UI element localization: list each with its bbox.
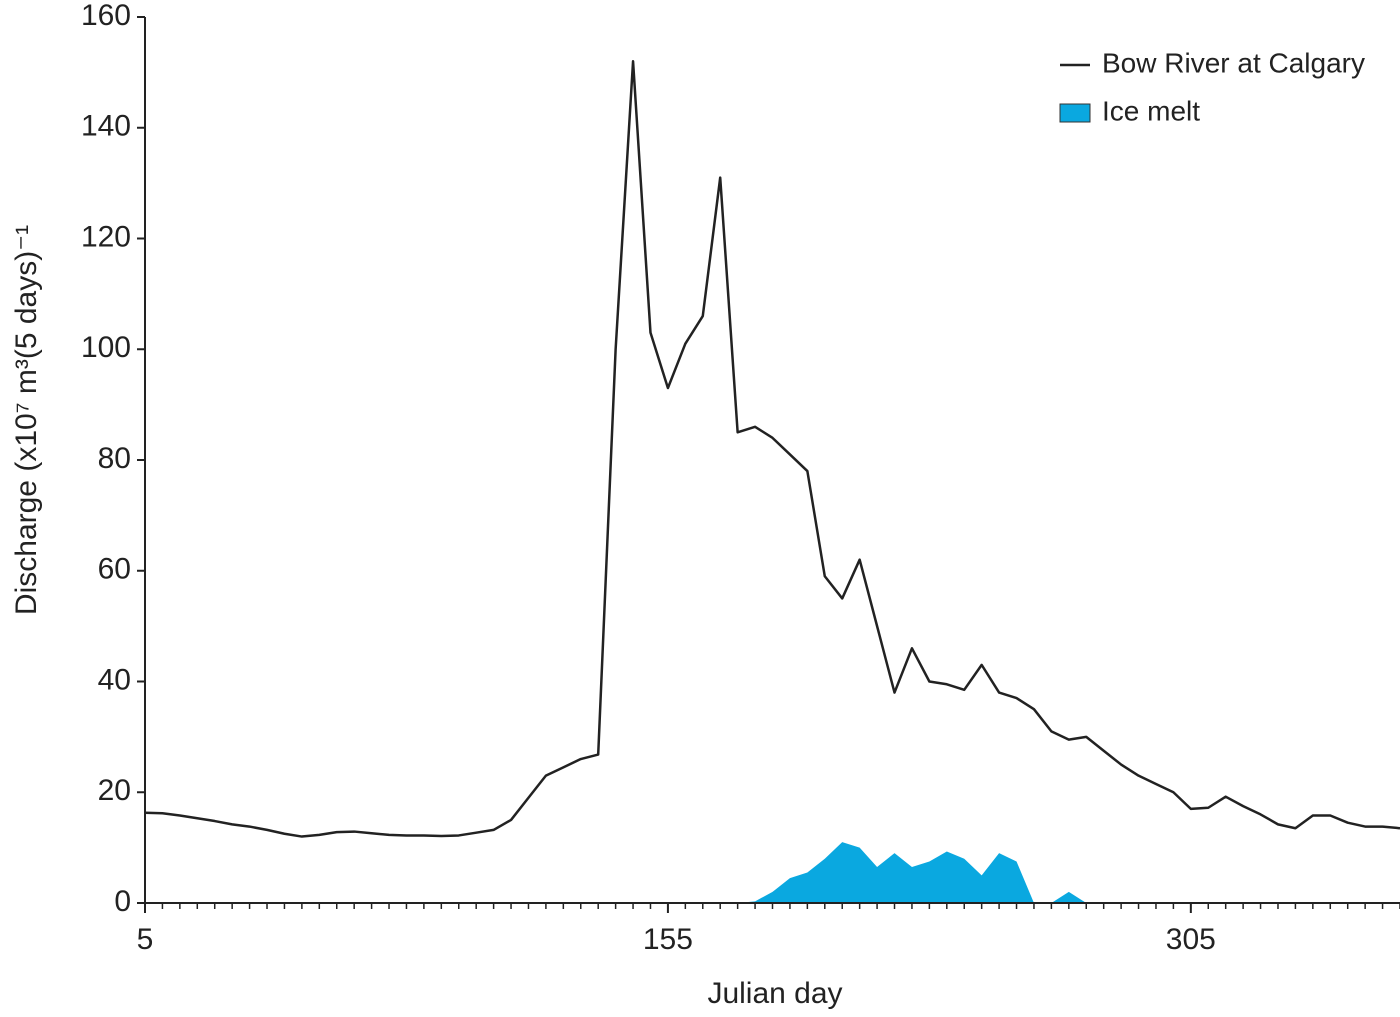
y-tick-label: 140 — [81, 110, 131, 143]
y-tick-label: 160 — [81, 0, 131, 32]
area — [145, 842, 1400, 903]
y-tick-label: 0 — [114, 885, 131, 918]
y-tick-label: 80 — [98, 442, 131, 475]
line — [144, 60, 1400, 838]
x-tick-label: 305 — [1166, 923, 1216, 956]
legend-label: Bow River at Calgary — [1102, 47, 1365, 78]
x-axis-label: Julian day — [707, 977, 842, 1010]
y-tick-label: 100 — [81, 331, 131, 364]
y-tick-label: 20 — [98, 774, 131, 807]
y-tick-label: 60 — [98, 553, 131, 586]
y-tick-label: 40 — [98, 663, 131, 696]
x-tick-label: 155 — [643, 923, 693, 956]
legend-label: Ice melt — [1102, 95, 1200, 126]
x-tick-label: 5 — [137, 923, 154, 956]
legend-swatch — [1059, 103, 1091, 123]
y-axis-label: Discharge (x10⁷ m³(5 days)⁻¹ — [10, 225, 43, 615]
y-tick-label: 120 — [81, 220, 131, 253]
